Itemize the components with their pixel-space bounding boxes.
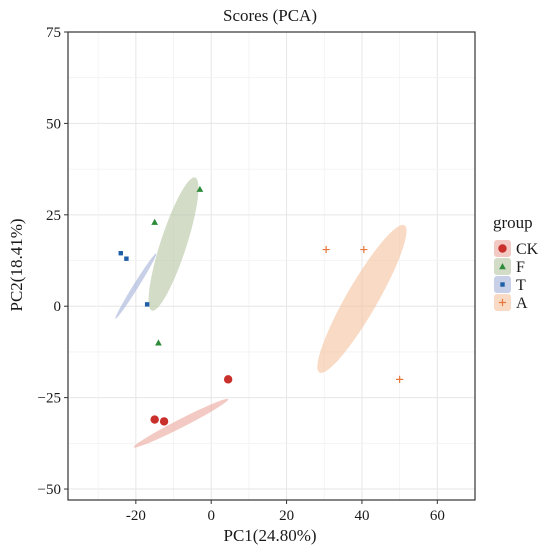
legend-label-f: F [516,259,525,276]
point-f [155,339,162,346]
point-a [396,375,404,383]
point-t [118,250,123,256]
plot-panel [67,31,476,501]
y-tick-label: 50 [46,116,61,132]
x-tick-label: 40 [354,508,369,524]
point-f [196,185,204,192]
confidence-ellipses [115,177,407,448]
y-tick-label: 25 [46,208,61,224]
legend-key-ck [494,240,511,257]
legend-label-a: A [516,295,528,312]
chart-title: Scores (PCA) [223,6,317,25]
point-t [124,256,129,261]
y-tick-label: −50 [38,482,61,498]
legend-marker [499,263,506,270]
legend-marker [500,282,505,287]
x-tick-label: 20 [279,508,294,524]
y-axis-title: PC2(18.41%) [7,218,26,311]
axes: -20 0 20 40 60 −50 −25 0 25 50 75 [38,25,445,524]
legend-marker [498,298,507,307]
ellipse-t [115,253,157,319]
point-a [360,245,368,254]
data-points [118,185,404,426]
ellipse-f [148,177,199,311]
legend-marker [498,244,507,253]
legend-key-a [494,294,511,311]
legend-label-t: T [516,277,526,294]
x-tick-label: 0 [207,508,215,524]
x-tick-label: 60 [430,508,445,524]
legend-title: group [493,213,533,232]
point-ck [223,375,233,384]
legend-key-t [494,276,511,293]
x-tick-label: -20 [126,508,146,524]
y-tick-label: 0 [54,299,62,315]
ellipse-a [317,224,407,373]
point-a [322,245,330,254]
grid [68,31,475,500]
y-tick-label: −25 [38,391,61,407]
point-ck [150,415,159,424]
point-ck [159,417,169,426]
point-f [151,218,159,225]
x-axis-title: PC1(24.80%) [223,526,316,545]
ellipse-ck [133,398,229,448]
y-tick-label: 75 [46,25,61,41]
point-t [144,302,150,307]
panel-border [67,31,476,501]
legend-key-f [494,258,511,275]
legend-label-ck: CK [516,241,539,258]
